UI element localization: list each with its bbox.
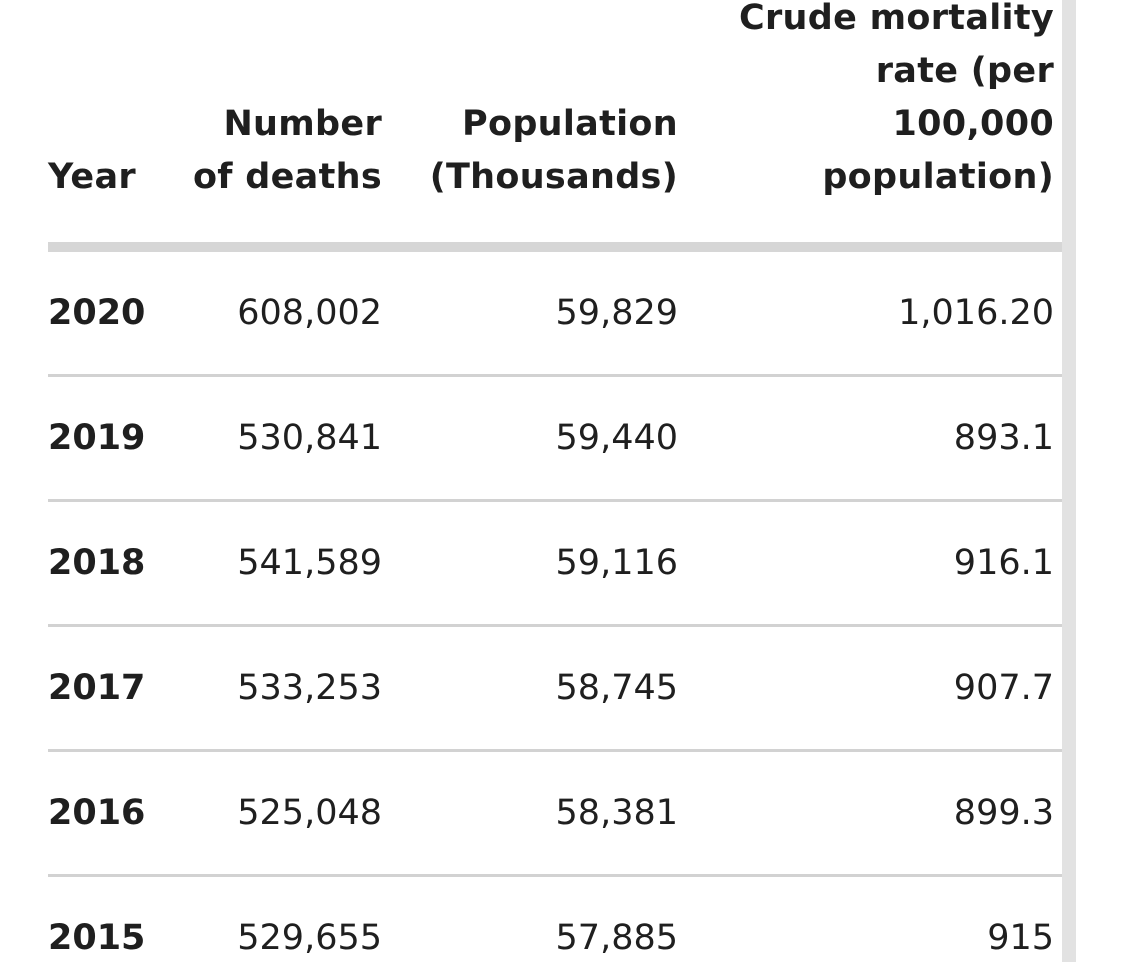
rate-cell: 1,016.20 <box>898 293 1054 333</box>
header-rate-line-2: rate (per <box>875 51 1054 91</box>
year-cell: 2018 <box>48 543 146 583</box>
year-cell: 2017 <box>48 668 146 708</box>
table-row: 2020 608,002 59,829 1,016.20 <box>48 252 1062 377</box>
rate-cell: 916.1 <box>953 543 1054 583</box>
population-cell: 57,885 <box>555 918 678 958</box>
header-population[interactable]: Population (Thousands) <box>430 98 678 204</box>
rate-cell: 893.1 <box>953 418 1054 458</box>
deaths-cell: 530,841 <box>237 418 382 458</box>
header-number-of-deaths[interactable]: Number of deaths <box>193 98 382 204</box>
header-deaths-line-2: of deaths <box>192 157 382 197</box>
header-year-label: Year <box>48 157 136 197</box>
deaths-cell: 608,002 <box>237 293 382 333</box>
header-rate-line-3: 100,000 <box>892 104 1054 144</box>
population-cell: 59,829 <box>555 293 678 333</box>
mortality-table: Year Number of deaths Population (Thousa… <box>48 0 1062 962</box>
header-crude-mortality-rate[interactable]: Crude mortality rate (per 100,000 popula… <box>739 0 1054 204</box>
year-cell: 2016 <box>48 793 146 833</box>
header-population-line-1: Population <box>462 104 678 144</box>
deaths-cell: 525,048 <box>237 793 382 833</box>
population-cell: 58,381 <box>555 793 678 833</box>
table-row: 2015 529,655 57,885 915 <box>48 877 1062 962</box>
vertical-scrollbar[interactable] <box>1062 0 1076 962</box>
population-cell: 58,745 <box>555 668 678 708</box>
rate-cell: 899.3 <box>953 793 1054 833</box>
table-row: 2018 541,589 59,116 916.1 <box>48 502 1062 627</box>
header-rate-line-4: population) <box>822 157 1054 197</box>
table-row: 2017 533,253 58,745 907.7 <box>48 627 1062 752</box>
population-cell: 59,440 <box>555 418 678 458</box>
table-row: 2016 525,048 58,381 899.3 <box>48 752 1062 877</box>
header-population-line-2: (Thousands) <box>429 157 678 197</box>
table-row: 2019 530,841 59,440 893.1 <box>48 377 1062 502</box>
year-cell: 2015 <box>48 918 146 958</box>
year-cell: 2020 <box>48 293 146 333</box>
header-year[interactable]: Year <box>48 151 136 204</box>
deaths-cell: 529,655 <box>237 918 382 958</box>
header-rate-line-1: Crude mortality <box>738 0 1054 38</box>
population-cell: 59,116 <box>555 543 678 583</box>
rate-cell: 915 <box>987 918 1054 958</box>
rate-cell: 907.7 <box>953 668 1054 708</box>
table-header: Year Number of deaths Population (Thousa… <box>48 0 1062 252</box>
deaths-cell: 541,589 <box>237 543 382 583</box>
year-cell: 2019 <box>48 418 146 458</box>
deaths-cell: 533,253 <box>237 668 382 708</box>
header-deaths-line-1: Number <box>223 104 382 144</box>
